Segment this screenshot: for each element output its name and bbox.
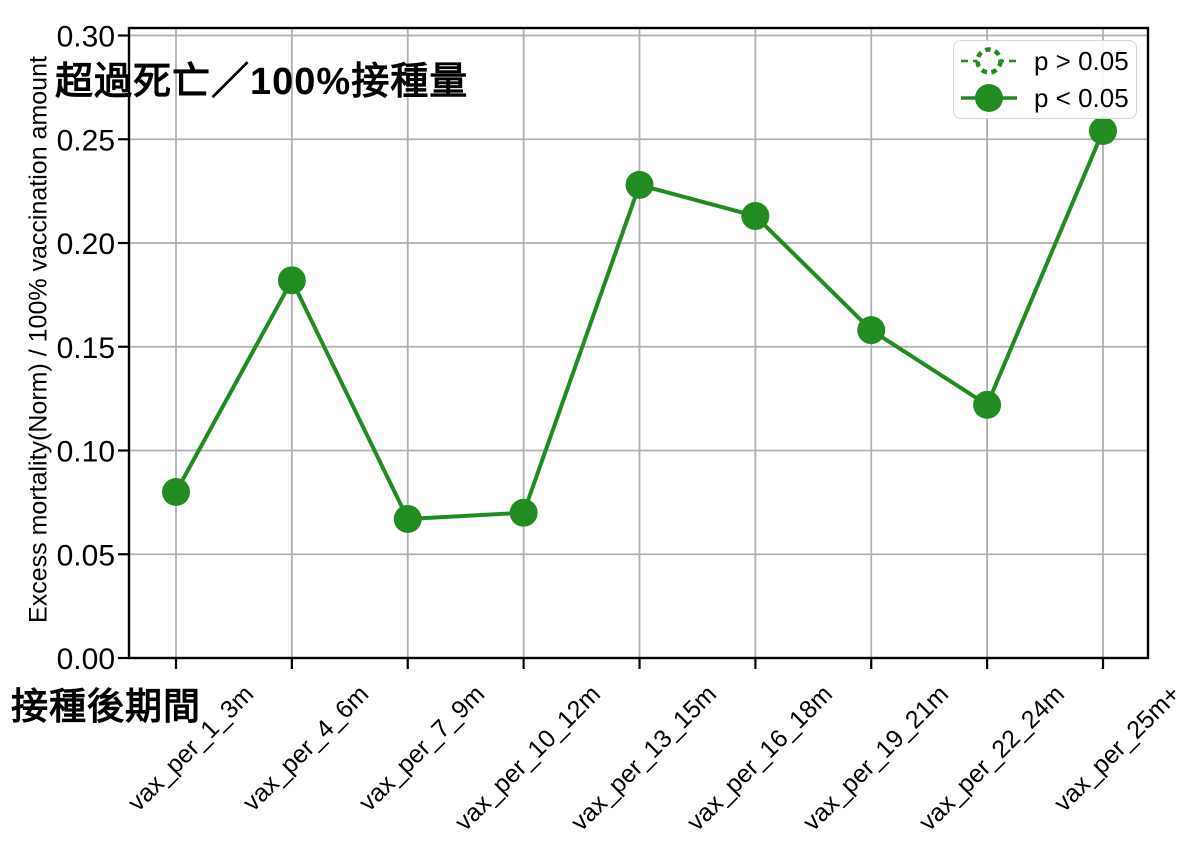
data-point-marker (1089, 116, 1117, 145)
x-axis-label: 接種後期間 (11, 686, 201, 727)
data-point-marker (741, 202, 770, 231)
data-point-marker (857, 316, 886, 345)
data-point-marker (162, 478, 190, 506)
legend-item-p-gt-005: p > 0.05 (960, 43, 1130, 79)
legend-item-p-lt-005: p < 0.05 (960, 80, 1130, 116)
data-point-marker (277, 266, 306, 295)
legend-label: p > 0.05 (1034, 45, 1129, 76)
plot-border (127, 26, 1150, 660)
y-tick-label: 0.10 (57, 436, 115, 469)
y-axis-label: Excess mortality(Norm) / 100% vaccinatio… (24, 56, 53, 623)
data-point-marker (625, 170, 654, 199)
chart-title: 超過死亡／100%接種量 (55, 61, 469, 103)
data-point-marker (393, 504, 422, 533)
data-point-marker (509, 498, 538, 527)
solid-filled-circle-marker-icon (961, 84, 1017, 112)
legend: p > 0.05 p < 0.05 (953, 40, 1137, 119)
legend-label: p < 0.05 (1034, 82, 1129, 113)
dashed-open-circle-marker-icon (961, 47, 1017, 75)
y-tick-label: 0.25 (57, 124, 115, 157)
y-tick-label: 0.00 (57, 643, 115, 676)
data-point-marker (973, 390, 1002, 419)
y-tick-label: 0.05 (57, 539, 115, 572)
y-tick-label: 0.20 (57, 228, 115, 261)
y-tick-label: 0.30 (57, 21, 115, 54)
y-tick-label: 0.15 (57, 332, 115, 365)
